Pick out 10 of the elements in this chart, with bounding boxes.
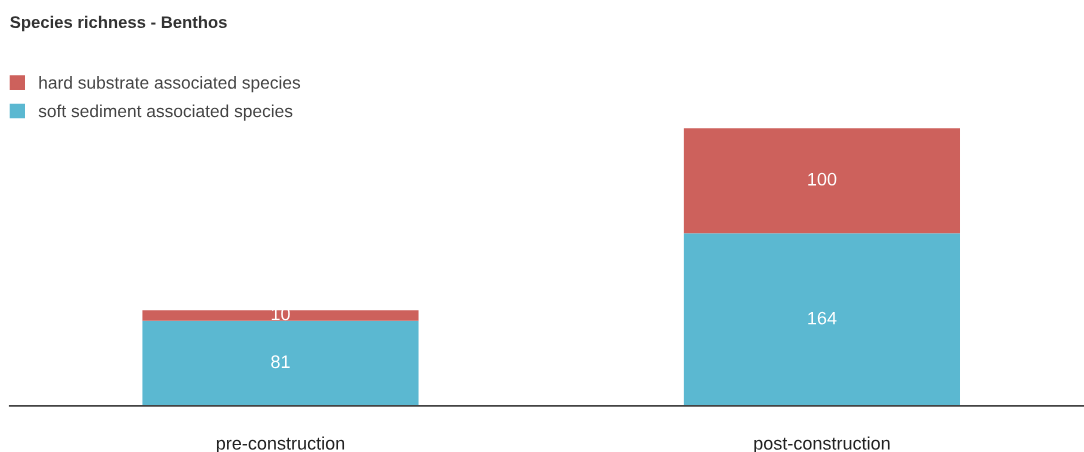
bar	[683, 128, 961, 234]
bar	[142, 320, 419, 406]
bar	[142, 310, 419, 321]
legend-label: hard substrate associated species	[39, 76, 301, 93]
legend-label: soft sediment associated species	[38, 104, 293, 121]
data-label: 100	[808, 172, 837, 186]
bar	[683, 233, 961, 406]
data-label: 164	[808, 311, 837, 325]
data-label: 81	[271, 355, 290, 369]
chart-title: Species richness - Benthos	[10, 15, 227, 32]
